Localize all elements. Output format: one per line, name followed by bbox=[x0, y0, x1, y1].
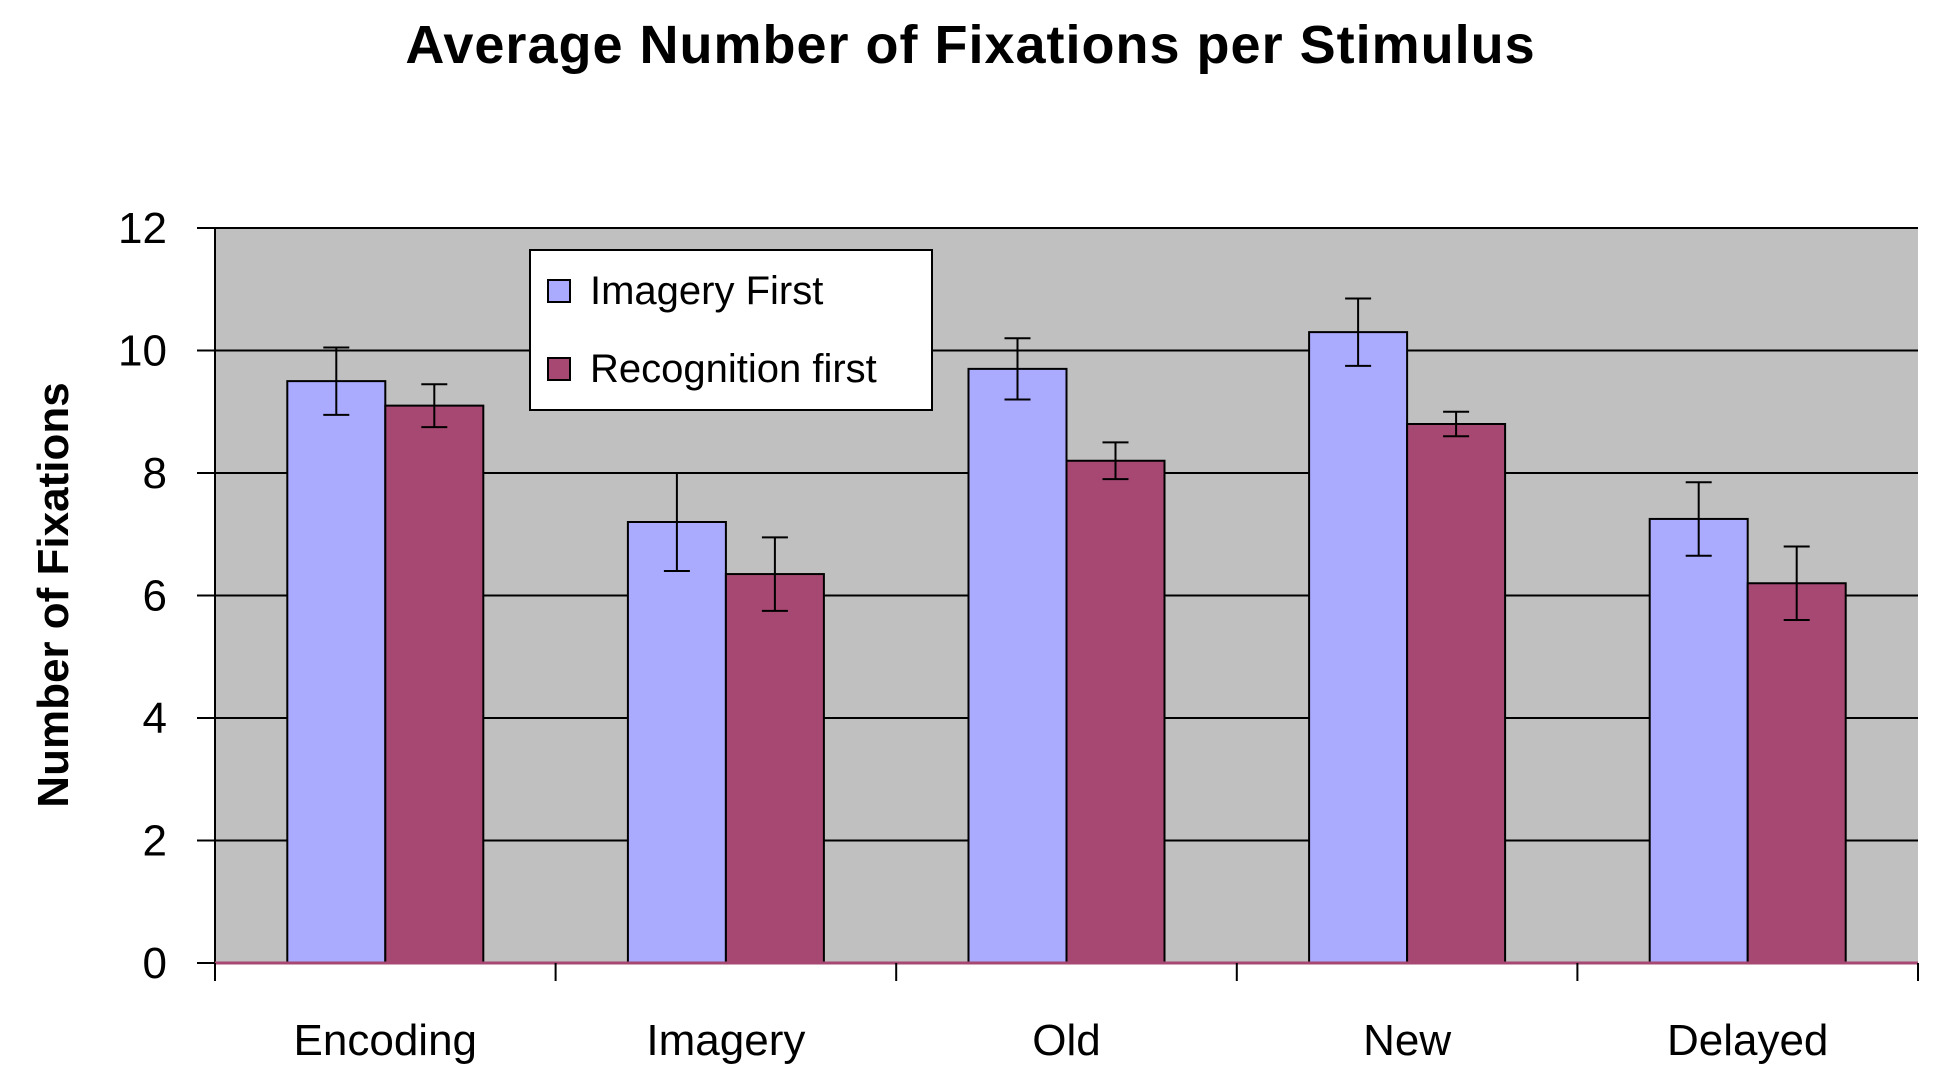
bar-imagery-first-imagery bbox=[626, 521, 727, 964]
chart-title: Average Number of Fixations per Stimulus bbox=[405, 15, 1536, 75]
bar-imagery-first-old bbox=[967, 367, 1068, 964]
bar-imagery-first-encoding bbox=[286, 380, 387, 964]
bar-imagery-first-delayed bbox=[1648, 517, 1749, 964]
error-bar bbox=[1443, 410, 1470, 438]
y-tick-label: 10 bbox=[118, 327, 167, 376]
x-tick-label: New bbox=[1363, 1016, 1451, 1065]
error-bar bbox=[421, 383, 448, 429]
y-tick-label: 0 bbox=[143, 939, 167, 988]
x-tick-label: Imagery bbox=[646, 1016, 805, 1065]
bar-imagery-first-new bbox=[1308, 331, 1409, 964]
bar-recognition-first-encoding bbox=[384, 404, 485, 964]
y-tick-label: 8 bbox=[143, 449, 167, 498]
error-bar bbox=[323, 346, 350, 416]
legend-swatch-imagery-first bbox=[547, 279, 571, 303]
bar-recognition-first-new bbox=[1406, 423, 1507, 964]
y-tick-label: 2 bbox=[143, 817, 167, 866]
error-bar bbox=[761, 536, 788, 612]
y-tick-label: 4 bbox=[143, 694, 167, 743]
axes-group bbox=[197, 227, 1919, 981]
legend-swatch-recognition-first bbox=[547, 357, 571, 381]
y-tick-labels: 0 2 4 6 8 10 12 bbox=[118, 204, 167, 988]
y-tick-label: 6 bbox=[143, 572, 167, 621]
x-tick-labels: Encoding Imagery Old New Delayed bbox=[294, 1016, 1829, 1065]
error-bar bbox=[1102, 441, 1129, 481]
y-tick-label: 12 bbox=[118, 204, 167, 253]
legend-box bbox=[529, 249, 933, 411]
legend-label: Recognition first bbox=[590, 347, 877, 391]
error-bar bbox=[1004, 337, 1031, 401]
bar-recognition-first-delayed bbox=[1746, 582, 1847, 964]
x-tick-label: Encoding bbox=[294, 1016, 477, 1065]
bar-recognition-first-old bbox=[1065, 459, 1166, 964]
error-bars-group bbox=[323, 297, 1810, 621]
bars-group bbox=[286, 331, 1847, 964]
error-bar bbox=[663, 472, 690, 572]
y-axis-label: Number of Fixations bbox=[29, 382, 78, 807]
error-bar bbox=[1685, 481, 1712, 557]
x-tick-label: Delayed bbox=[1667, 1016, 1828, 1065]
legend-label: Imagery First bbox=[590, 269, 823, 313]
bar-recognition-first-imagery bbox=[724, 573, 825, 964]
error-bar bbox=[1345, 297, 1372, 367]
error-bar bbox=[1783, 545, 1810, 621]
legend: Imagery First Recognition first bbox=[529, 249, 933, 411]
x-tick-label: Old bbox=[1032, 1016, 1100, 1065]
